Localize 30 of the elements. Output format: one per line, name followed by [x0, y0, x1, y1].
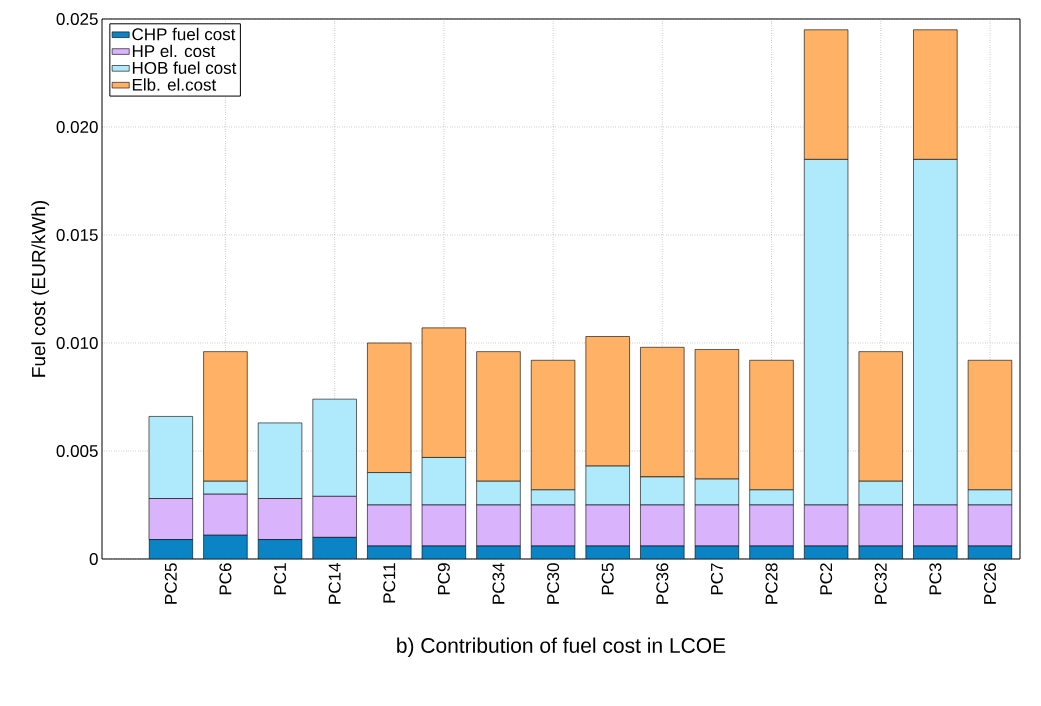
legend-label: CHP fuel cost — [132, 27, 236, 41]
y-tick-label: 0.005 — [56, 444, 98, 458]
bar — [203, 535, 248, 559]
x-tick-label: PC28 — [765, 563, 778, 604]
x-tick-label: PC9 — [437, 563, 450, 595]
x-tick-label: PC36 — [656, 563, 669, 604]
x-tick-label: PC11 — [383, 563, 396, 603]
x-tick-label: PC1 — [274, 563, 287, 595]
x-tick-label: PC5 — [601, 563, 614, 595]
x-tick-label: PC7 — [710, 563, 723, 595]
y-tick-label: 0.010 — [56, 336, 98, 350]
y-tick-label: 0.025 — [56, 12, 98, 26]
x-tick-label: PC14 — [328, 563, 341, 604]
x-tick-label: PC30 — [547, 563, 560, 604]
legend-label: HOB fuel cost — [132, 61, 237, 74]
x-tick-label: PC25 — [164, 563, 177, 604]
x-tick-label: PC32 — [874, 563, 887, 604]
x-tick-label: PC3 — [929, 563, 942, 595]
x-tick-label: PC2 — [820, 563, 833, 595]
legend-label: HP el. cost — [132, 44, 216, 58]
x-tick-label: PC6 — [219, 563, 232, 595]
y-tick-label: 0.020 — [56, 120, 98, 134]
legend-label: Elb. el.cost — [132, 78, 217, 91]
bar — [312, 537, 357, 559]
x-tick-label: PC26 — [983, 563, 996, 604]
x-axis-title: b) Contribution of fuel cost in LCOE — [397, 637, 726, 658]
y-tick-label: 0.015 — [56, 228, 98, 242]
y-axis-title: Fuel cost (EUR/kWh) — [31, 200, 50, 377]
x-tick-label: PC34 — [492, 563, 505, 604]
y-tick-label: 0 — [89, 552, 98, 566]
